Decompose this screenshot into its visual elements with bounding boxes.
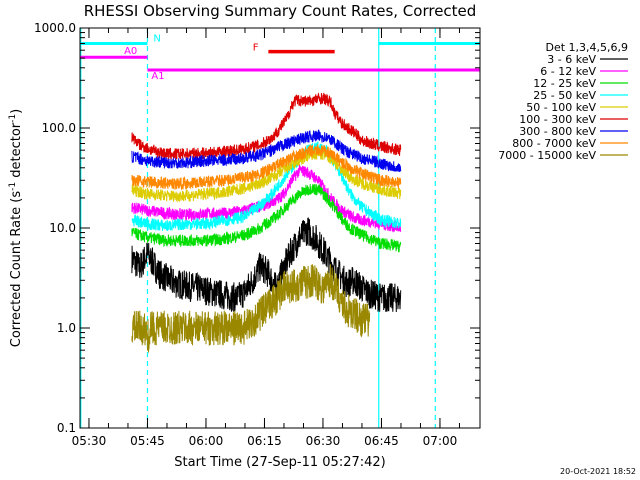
y-axis-label-end: ) <box>9 109 24 114</box>
x-tick-label-4: 06:30 <box>306 434 341 448</box>
series-line-0 <box>131 217 402 313</box>
y-axis-label-sup2: -1 <box>8 114 18 123</box>
y-axis-label-sup1: -1 <box>8 182 18 191</box>
plot-frame <box>79 27 481 429</box>
axes: 0.1 1.0 10.0 100.0 1000.0 05:30 05:45 06:00 06:1… <box>34 21 480 448</box>
y-axis-label-main: Corrected Count Rate (s <box>9 191 24 348</box>
series-line-5 <box>131 92 402 160</box>
x-tick-label-5: 06:45 <box>364 434 399 448</box>
x-tick-label-3: 06:15 <box>247 434 282 448</box>
legend-label-1: 6 - 12 keV <box>540 65 596 78</box>
legend-label-4: 50 - 100 keV <box>526 101 596 114</box>
series-line-6 <box>131 129 402 172</box>
chart-title: RHESSI Observing Summary Count Rates, Co… <box>84 2 477 20</box>
y-tick-label-0: 0.1 <box>57 421 76 435</box>
x-tick-label-2: 06:00 <box>189 434 224 448</box>
generation-timestamp: 20-Oct-2021 18:52 <box>560 467 636 476</box>
legend-label-2: 12 - 25 keV <box>533 77 596 90</box>
legend-label-3: 25 - 50 keV <box>533 89 596 102</box>
series-line-4 <box>131 148 402 203</box>
x-axis-label: Start Time (27-Sep-11 05:27:42) <box>174 455 385 470</box>
y-tick-label-4: 1000.0 <box>34 21 76 35</box>
legend-header: Det 1,3,4,5,6,9 <box>545 41 628 54</box>
segment-label-4: F <box>253 43 259 54</box>
legend-label-8: 7000 - 15000 keV <box>498 149 596 162</box>
series-line-8 <box>131 264 371 353</box>
y-axis-label-mid: detector <box>9 122 24 182</box>
x-tick-label-0: 05:30 <box>72 434 107 448</box>
series-line-7 <box>131 143 402 191</box>
series-line-3 <box>131 141 402 232</box>
segment-label-3: A1 <box>151 71 164 82</box>
y-axis-label: Corrected Count Rate (s-1 detector-1) <box>8 109 24 347</box>
legend-label-7: 800 - 7000 keV <box>512 137 596 150</box>
y-tick-label-1: 1.0 <box>57 321 76 335</box>
y-tick-label-3: 100.0 <box>42 121 76 135</box>
y-tick-label-2: 10.0 <box>49 221 76 235</box>
x-tick-label-6: 07:00 <box>423 434 458 448</box>
segment-label-2: A0 <box>124 46 137 57</box>
legend-label-5: 100 - 300 keV <box>519 113 596 126</box>
legend-label-0: 3 - 6 keV <box>547 53 596 66</box>
legend-label-6: 300 - 800 keV <box>519 125 596 138</box>
plot-content: N A0 A1 F <box>80 28 480 428</box>
series-line-2 <box>131 184 402 253</box>
plot-inner: N A0 A1 F <box>80 28 480 428</box>
x-tick-label-1: 05:45 <box>130 434 165 448</box>
segment-label-0: N <box>153 33 160 44</box>
